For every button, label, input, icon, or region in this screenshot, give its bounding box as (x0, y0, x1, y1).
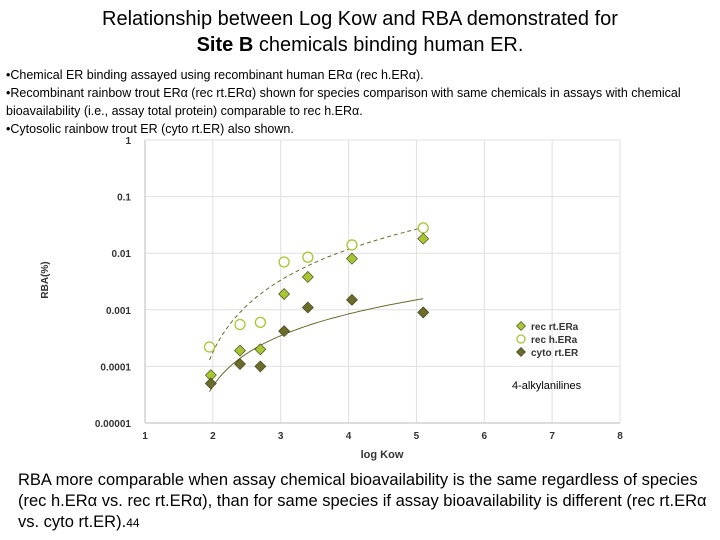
y-tick-label: 1 (125, 136, 131, 147)
slide-title: Relationship between Log Kow and RBA dem… (0, 6, 720, 58)
point-rec-rt-era (278, 288, 291, 300)
point-rec-rt-era (254, 343, 267, 356)
legend-marker (516, 321, 526, 331)
x-axis-label: log Kow (361, 449, 404, 461)
bullet-item-2: •Recombinant rainbow trout ERα (rec rt.E… (6, 86, 681, 118)
legend-marker (516, 334, 526, 344)
chart-axes (144, 140, 620, 424)
slide-number: 44 (126, 516, 140, 530)
y-tick-label: 0.1 (117, 193, 131, 204)
point-rec-rt-era (301, 271, 314, 283)
x-tick-label: 7 (549, 431, 555, 442)
point-cyto-rt-er (346, 293, 358, 306)
point-cyto-rt-er (234, 358, 246, 370)
y-axis-label: RBA(%) (40, 261, 51, 298)
point-cyto-rt-er (301, 301, 314, 314)
footer-text: RBA more comparable when assay chemical … (18, 471, 707, 531)
chart-annotation: 4-alkylanilines (512, 380, 582, 392)
chart-legend: rec rt.ERa rec h.ERa cyto rt.ER (516, 321, 579, 359)
trend-curve-cyto-rt-er (209, 298, 424, 392)
x-tick-label: 6 (482, 431, 488, 442)
trend-curve-rec-h-era (209, 227, 424, 361)
title-line-1: Relationship between Log Kow and RBA dem… (102, 8, 618, 30)
title-line-2: Site B chemicals binding human ER. (0, 32, 720, 58)
point-cyto-rt-er (204, 377, 217, 390)
x-tick-label: 4 (346, 431, 352, 442)
chart-points (203, 222, 430, 390)
point-cyto-rt-er (278, 325, 291, 338)
point-rec-h-era (203, 341, 216, 353)
point-rec-h-era (278, 256, 290, 268)
x-tick-label: 8 (617, 431, 623, 442)
y-tick-label: 0.00001 (95, 419, 132, 430)
point-rec-h-era (346, 239, 358, 251)
trend-curves (209, 227, 424, 392)
point-cyto-rt-er (417, 306, 430, 319)
bullet-list: •Chemical ER binding assayed using recom… (6, 66, 712, 138)
point-rec-h-era (234, 318, 246, 331)
point-rec-h-era (302, 251, 314, 263)
x-tick-label: 3 (278, 431, 284, 442)
chart-tick-labels: 1 0.1 0.01 0.001 0.0001 0.00001 1 2 3 4 5 6 7 8 (95, 136, 623, 442)
title-site-label: Site B (196, 34, 254, 56)
footer-note: RBA more comparable when assay chemical … (18, 470, 708, 534)
y-tick-label: 0.001 (106, 306, 131, 317)
point-rec-rt-era (346, 252, 358, 265)
point-rec-rt-era (234, 344, 246, 357)
x-tick-label: 2 (210, 431, 216, 442)
y-tick-label: 0.01 (112, 249, 132, 260)
point-cyto-rt-er (254, 360, 267, 373)
y-tick-label: 0.0001 (100, 362, 131, 373)
x-tick-label: 5 (414, 431, 420, 442)
bullet-item-3: •Cytosolic rainbow trout ER (cyto rt.ER)… (6, 122, 294, 136)
x-tick-label: 1 (142, 431, 148, 442)
legend-marker (516, 347, 526, 357)
point-rec-rt-era (417, 232, 430, 245)
title-line-2-rest: chemicals binding human ER. (253, 34, 524, 56)
legend-item-rec-rt-era: rec rt.ERa (531, 322, 579, 333)
point-rec-h-era (254, 316, 267, 329)
legend-item-cyto-rt-er: cyto rt.ER (531, 348, 579, 359)
legend-item-rec-h-era: rec h.ERa (531, 335, 578, 346)
bullet-item-1: •Chemical ER binding assayed using recom… (6, 68, 424, 82)
point-rec-h-era (417, 222, 429, 234)
